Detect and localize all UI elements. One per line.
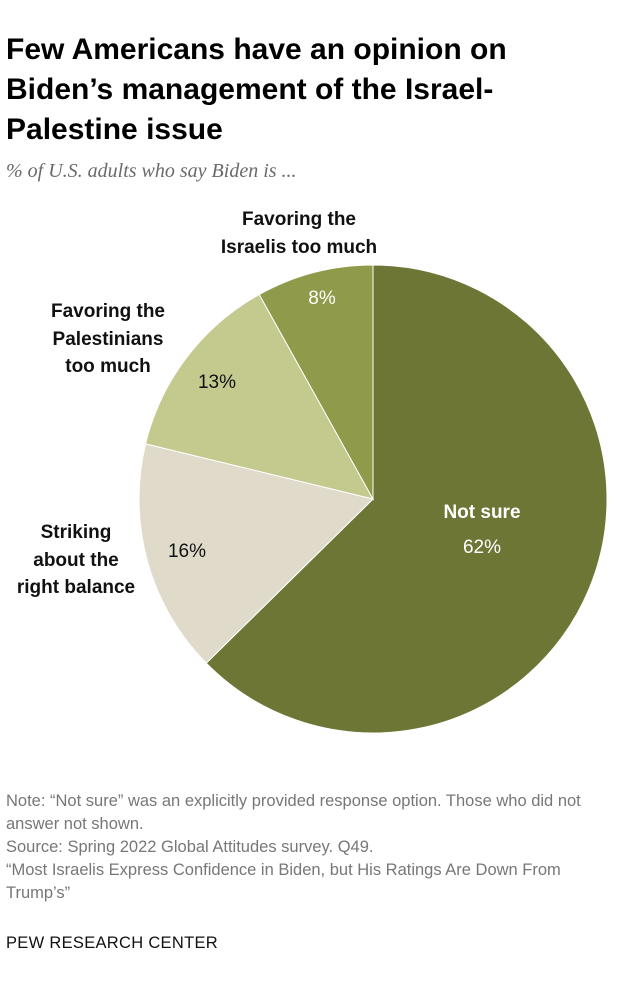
slice-value-not-sure: 62% — [463, 537, 501, 558]
slice-value-israelis: 8% — [308, 288, 336, 309]
note-text: Note: “Not sure” was an explicitly provi… — [6, 792, 581, 833]
category-label-palestinians-3: too much — [65, 356, 151, 377]
category-label-israelis-2: Israelis too much — [221, 237, 377, 258]
category-label-right-balance-2: about the — [33, 550, 119, 571]
footnotes: Note: “Not sure” was an explicitly provi… — [6, 790, 616, 905]
slice-israelis — [258, 264, 374, 501]
slice-value-right-balance: 16% — [168, 541, 206, 562]
slice-right-balance — [138, 443, 374, 664]
slice-not-sure — [205, 264, 608, 734]
pie-chart: Not sure 62% 16% Striking about the righ… — [17, 209, 608, 734]
slice-palestinians — [144, 293, 374, 500]
category-label-israelis-1: Favoring the — [242, 209, 356, 230]
chart-subtitle: % of U.S. adults who say Biden is ... — [6, 160, 297, 182]
category-label-right-balance-3: right balance — [17, 577, 135, 598]
slice-label-not-sure: Not sure — [443, 502, 520, 523]
source-text: Source: Spring 2022 Global Attitudes sur… — [6, 838, 374, 856]
report-title: “Most Israelis Express Confidence in Bid… — [6, 861, 561, 902]
category-label-palestinians-1: Favoring the — [51, 301, 165, 322]
slice-value-palestinians: 13% — [198, 372, 236, 393]
category-label-palestinians-2: Palestinians — [53, 329, 164, 350]
pew-logo-text: PEW RESEARCH CENTER — [6, 934, 218, 952]
category-label-right-balance-1: Striking — [41, 522, 112, 543]
chart-title: Few Americans have an opinion on Biden’s… — [6, 33, 507, 146]
